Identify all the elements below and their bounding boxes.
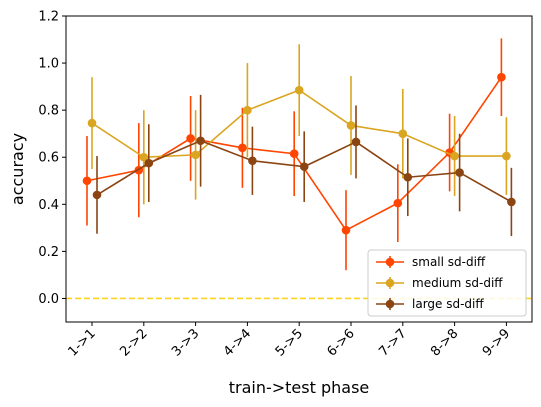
x-tick-label: 7->7: [376, 326, 409, 359]
y-tick-label: 0.4: [38, 198, 59, 213]
data-point: [393, 198, 403, 208]
x-tick-label: 5->5: [273, 326, 306, 359]
x-tick-label: 6->6: [324, 326, 357, 359]
data-point: [92, 190, 102, 200]
y-tick-label: 0.0: [38, 292, 59, 307]
data-point: [82, 176, 92, 186]
data-point: [87, 118, 97, 128]
legend-label: large sd-diff: [412, 297, 484, 311]
legend-marker: [385, 278, 395, 288]
data-point: [238, 143, 247, 153]
data-point: [248, 156, 257, 166]
data-point: [398, 129, 408, 138]
data-point: [497, 72, 506, 82]
series-medium-sd-diff: [87, 44, 511, 205]
legend-item: medium sd-diff: [376, 276, 503, 290]
legend: small sd-diff medium sd-diff large sd-diff: [367, 249, 527, 317]
data-point: [450, 151, 459, 161]
data-point: [507, 197, 516, 207]
legend-box: [367, 249, 527, 317]
data-point: [144, 158, 154, 168]
data-point: [455, 168, 464, 177]
y-tick-label: 1.2: [38, 10, 59, 25]
legend-item: large sd-diff: [376, 297, 484, 311]
y-tick-label: 0.8: [38, 104, 59, 119]
y-tick-label: 0.2: [38, 245, 59, 260]
x-axis-title: train->test phase: [229, 378, 370, 397]
legend-marker: [385, 299, 395, 309]
x-tick-label: 9->9: [480, 326, 513, 359]
data-point: [196, 136, 205, 146]
data-point: [243, 105, 252, 115]
data-point: [299, 162, 309, 171]
data-point: [403, 172, 413, 182]
y-axis-title: accuracy: [8, 133, 27, 205]
data-point: [502, 151, 511, 161]
series-large-sd-diff: [92, 94, 516, 237]
x-tick-label: 2->2: [117, 326, 150, 359]
data-point: [139, 152, 149, 162]
legend-marker: [385, 257, 395, 267]
x-tick-label: 4->4: [221, 326, 254, 359]
data-point: [186, 134, 195, 143]
data-point: [341, 225, 351, 235]
data-point: [289, 149, 299, 158]
y-tick-label: 0.6: [38, 151, 59, 166]
y-tick-label: 1.0: [38, 57, 59, 72]
x-tick-label: 3->3: [169, 326, 202, 359]
legend-label: small sd-diff: [412, 255, 486, 269]
data-point: [191, 150, 200, 160]
x-tick-label: 8->8: [428, 326, 461, 359]
plot-layer: [66, 38, 532, 300]
x-tick-label: 1->1: [65, 326, 98, 359]
data-point: [294, 85, 304, 95]
data-point: [351, 137, 361, 147]
legend-item: small sd-diff: [376, 255, 486, 269]
data-point: [346, 121, 356, 130]
legend-label: medium sd-diff: [412, 276, 503, 290]
